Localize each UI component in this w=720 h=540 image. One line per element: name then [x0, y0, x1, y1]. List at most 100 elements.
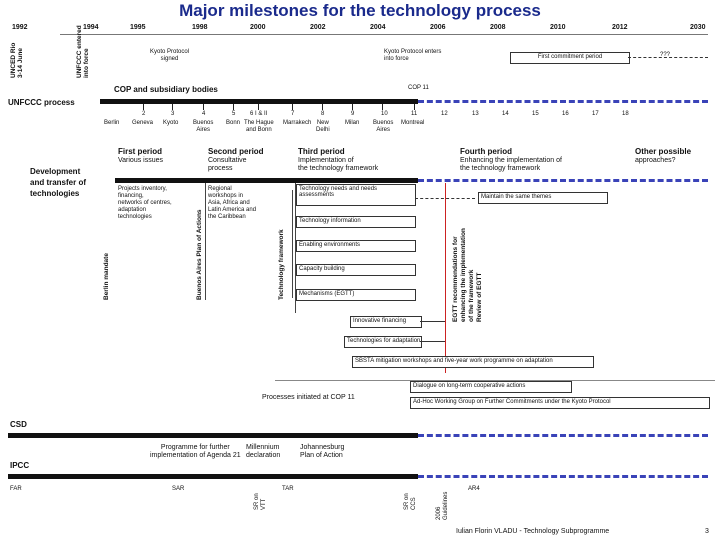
cop-tick	[203, 104, 204, 110]
framework-box-label: Enabling environments	[299, 242, 361, 248]
period-other-name: Other possible	[635, 147, 692, 156]
cop-city: The Hague and Bonn	[244, 120, 274, 133]
page-title: Major milestones for the technology proc…	[179, 1, 541, 20]
awg-label: Ad-Hoc Working Group on Further Commitme…	[413, 399, 611, 405]
framework-box-label: Technology information	[299, 218, 361, 224]
unknown-label: ???	[660, 52, 671, 58]
ipcc-tar: TAR	[282, 486, 294, 492]
cop-header: COP and subsidiary bodies	[114, 85, 218, 94]
cop-number: 12	[441, 111, 448, 117]
first-commitment-label: First commitment period	[537, 54, 603, 60]
footer-author: Iulian Florin VLADU - Technology Subprog…	[456, 528, 610, 535]
cop-tick	[233, 104, 234, 110]
cop-number: 4	[202, 111, 206, 117]
dialogue-box: Dialogue on long-term cooperative action…	[410, 381, 572, 393]
cop-city: Marrakech	[283, 120, 312, 126]
ipcc-sr-ccs: SR on CCS	[404, 493, 417, 510]
cop-city: Buenos Aires	[193, 120, 214, 133]
adaptation-tech-box: Technologies for adaptation	[344, 336, 422, 348]
development-timeline-dashed	[418, 179, 708, 182]
berlin-mandate-label: Berlin mandate	[103, 253, 110, 300]
unfccc-timeline-solid	[100, 99, 418, 104]
second-period-items: Regional workshops in Asia, Africa and L…	[208, 186, 257, 220]
cop-tick	[172, 104, 173, 110]
csd-millennium: Millennium declaration	[246, 444, 281, 459]
year-label: 1992	[12, 24, 28, 31]
period-divider	[295, 183, 296, 313]
ipcc-label: IPCC	[10, 461, 30, 470]
dialogue-label: Dialogue on long-term cooperative action…	[413, 383, 526, 389]
buenos-aires-plan-label: Buenos Aires Plan of Actions	[196, 209, 203, 300]
ipcc-timeline-dashed	[418, 475, 708, 478]
innovative-connector	[420, 321, 445, 322]
egtt-recommendations: EGTT recommendations for enhancing the i…	[452, 228, 483, 322]
year-label: 2000	[250, 24, 266, 31]
cop-number: 6 I & II	[250, 111, 268, 117]
period-divider-red	[445, 183, 446, 373]
period-third-name: Third period	[298, 147, 345, 156]
year-label: 1994	[83, 24, 99, 31]
cop-number: 14	[502, 111, 509, 117]
framework-box-capacity: Capacity building	[296, 264, 416, 276]
year-axis-line	[60, 34, 708, 35]
cop-number: 2	[142, 111, 146, 117]
innovative-financing-label: Innovative financing	[353, 318, 407, 324]
maintain-arrow	[415, 198, 475, 199]
adaptation-connector	[420, 341, 445, 342]
kyoto-signed-label: Kyoto Protocol signed	[150, 49, 190, 62]
year-label: 2008	[490, 24, 506, 31]
csd-johannesburg: Johannesburg Plan of Action	[300, 444, 345, 459]
period-first-desc: Various issues	[118, 157, 164, 164]
year-label: 2010	[550, 24, 566, 31]
ipcc-sr-vtt: SR on VTT	[254, 493, 267, 510]
cop-number: 13	[472, 111, 479, 117]
year-label: 2002	[310, 24, 326, 31]
framework-box-enabling: Enabling environments	[296, 240, 416, 252]
period-fourth-desc: Enhancing the implementation of the tech…	[460, 157, 562, 172]
cop-tick	[414, 104, 415, 110]
year-label: 2030	[690, 24, 706, 31]
year-label: 2004	[370, 24, 386, 31]
csd-timeline-dashed	[418, 434, 708, 437]
cop-number: 3	[171, 111, 175, 117]
adaptation-tech-label: Technologies for adaptation	[347, 338, 421, 344]
framework-box-label: Technology needs and needs assessments	[299, 186, 378, 198]
ipcc-far: FAR	[10, 486, 22, 492]
beyond-commitment-line	[628, 57, 708, 58]
cop-tick	[322, 104, 323, 110]
sbsta-box: SBSTA mitigation workshops and five-year…	[352, 356, 594, 368]
cop-city: Kyoto	[163, 120, 179, 126]
cop-tick	[352, 104, 353, 110]
year-label: 1995	[130, 24, 146, 31]
cop-number: 11	[411, 111, 418, 117]
period-second-desc: Consultative process	[208, 157, 247, 172]
unfccc-force-label: UNFCCC entered into force	[76, 25, 90, 78]
cop11-label: COP 11	[408, 85, 429, 91]
cop-tick	[143, 104, 144, 110]
first-commitment-box: First commitment period	[510, 52, 630, 64]
cop-number: 15	[532, 111, 539, 117]
year-label: 2012	[612, 24, 628, 31]
framework-bracket	[292, 190, 293, 298]
csd-label: CSD	[10, 420, 27, 429]
cop-number: 18	[622, 111, 629, 117]
cop-number: 8	[321, 111, 325, 117]
cop-city: Berlin	[104, 120, 120, 126]
cop-city: New Delhi	[316, 120, 330, 133]
first-period-items: Projects inventory, financing, networks …	[118, 186, 172, 220]
ipcc-sar: SAR	[172, 486, 185, 492]
framework-box-needs: Technology needs and needs assessments	[296, 184, 416, 206]
period-third-desc: Implementation of the technology framewo…	[298, 157, 379, 172]
footer-page-number: 3	[705, 528, 709, 535]
cop-city: Bonn	[226, 120, 241, 126]
cop-number: 16	[562, 111, 569, 117]
period-other-desc: approaches?	[635, 157, 676, 164]
sbsta-label: SBSTA mitigation workshops and five-year…	[355, 358, 553, 364]
maintain-themes-label: Maintain the same themes	[481, 194, 552, 200]
cop-city: Milan	[345, 120, 360, 126]
cop-number: 9	[351, 111, 355, 117]
innovative-financing-box: Innovative financing	[350, 316, 422, 328]
kyoto-force-label: Kyoto Protocol enters into force	[384, 49, 442, 62]
year-label: 2006	[430, 24, 446, 31]
cop-number: 5	[232, 111, 236, 117]
